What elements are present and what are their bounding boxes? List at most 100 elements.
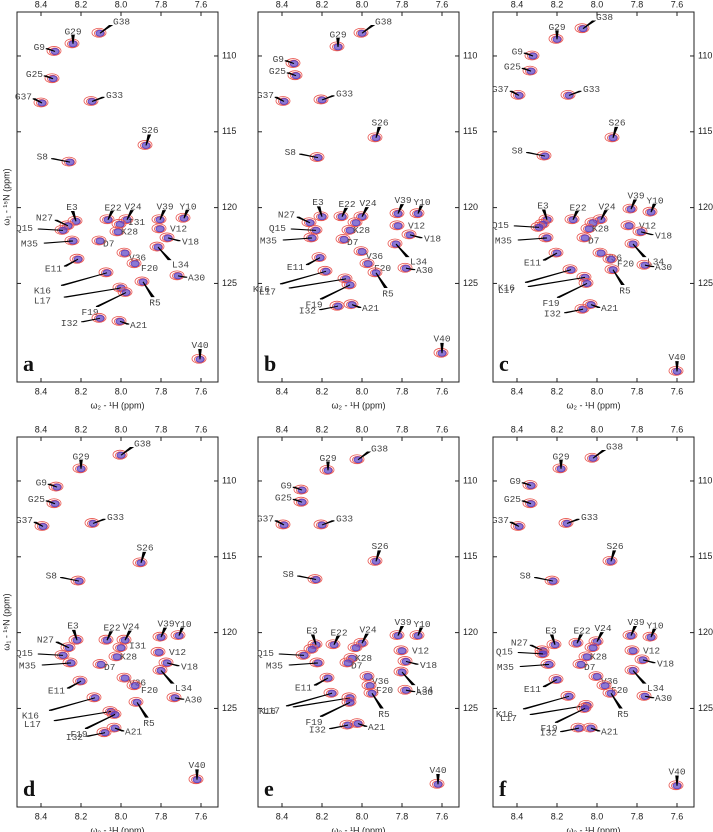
peak <box>433 347 449 358</box>
peak-label: F19 <box>540 723 557 734</box>
peak <box>149 241 165 252</box>
leader-line <box>296 216 311 224</box>
contour <box>352 455 363 464</box>
peak <box>126 258 142 269</box>
leader-line <box>292 697 351 708</box>
x-tick-label: 7.8 <box>396 386 409 396</box>
peak-label: G38 <box>371 443 388 454</box>
contour <box>350 218 361 227</box>
contour <box>605 689 616 698</box>
contour <box>70 575 86 586</box>
peak-label: K28 <box>355 653 372 664</box>
contour <box>109 710 120 719</box>
peak <box>367 267 383 278</box>
contour <box>351 644 361 652</box>
contour <box>567 215 578 224</box>
peak <box>636 690 652 701</box>
contour <box>342 659 353 667</box>
contour <box>95 660 106 669</box>
peak-label: V40 <box>668 766 685 777</box>
x-tick-label: 7.6 <box>195 0 208 9</box>
peak-label: V36 <box>366 251 383 262</box>
y-tick-label: 110 <box>698 475 712 485</box>
peak <box>335 234 351 244</box>
peak-label: V12 <box>170 223 187 234</box>
contour <box>91 312 107 323</box>
peak <box>636 259 652 270</box>
y-tick-label: 115 <box>463 551 477 561</box>
peak <box>604 132 620 143</box>
x-tick-label: 7.8 <box>155 386 168 396</box>
contour <box>602 555 618 566</box>
contour <box>625 631 636 640</box>
leader-line <box>285 692 333 707</box>
y-tick-label: 115 <box>463 126 477 136</box>
contour <box>346 300 357 309</box>
panel-label: e <box>264 776 274 801</box>
peak <box>588 671 604 681</box>
peak-label: G29 <box>319 453 336 464</box>
peak-label: N27 <box>278 209 295 220</box>
contour <box>389 220 405 231</box>
leader-line <box>174 697 185 700</box>
contour <box>310 575 321 584</box>
x-tick-label: 7.8 <box>396 811 409 821</box>
contour <box>96 727 112 738</box>
x-tick-label: 8.2 <box>316 424 329 434</box>
peak <box>361 680 377 691</box>
contour <box>527 52 538 60</box>
peak-label: V24 <box>359 625 376 636</box>
contour <box>152 665 168 675</box>
peak-label: G29 <box>72 451 89 462</box>
contour <box>155 633 166 641</box>
peak-label: F19 <box>305 717 322 728</box>
peak <box>642 206 658 217</box>
leader-line <box>675 361 679 372</box>
contour <box>111 315 127 326</box>
contour <box>73 577 84 585</box>
peak-label: A30 <box>655 262 672 273</box>
leader-line <box>195 769 199 780</box>
x-tick-label: 7.6 <box>436 0 449 9</box>
peak-label: G25 <box>28 494 45 505</box>
contour <box>387 238 403 249</box>
plot-frame <box>492 11 695 383</box>
contour <box>115 451 126 459</box>
contour <box>349 718 365 728</box>
peak <box>367 555 383 566</box>
peak-label: D7 <box>104 662 115 673</box>
contour <box>115 643 126 652</box>
y-tick-label: 120 <box>698 627 713 637</box>
contour <box>323 687 339 698</box>
contour <box>573 724 584 732</box>
contour <box>570 722 586 733</box>
peak-label: R5 <box>617 709 629 720</box>
leader-line <box>41 662 72 666</box>
leader-line <box>361 633 369 644</box>
peak-label: L34 <box>647 257 664 268</box>
x-tick-label: 7.6 <box>195 386 208 396</box>
peak-label: E11 <box>48 686 65 697</box>
contour <box>34 521 50 531</box>
peak <box>397 684 413 695</box>
y-axis-label: ω₁ - ¹⁵N (ppm) <box>1 168 11 225</box>
x-tick-label: 7.6 <box>195 811 208 821</box>
peak-label: I32 <box>540 728 557 739</box>
x-tick-label: 8.4 <box>35 811 48 821</box>
x-tick-label: 8.0 <box>591 386 604 396</box>
contour <box>101 636 112 644</box>
peak-label: L17 <box>263 705 280 716</box>
contour <box>607 265 618 274</box>
contour <box>604 264 620 275</box>
contour <box>134 276 150 287</box>
contour <box>64 158 75 166</box>
peak-label: V39 <box>157 619 174 630</box>
peak-label: V24 <box>594 623 611 634</box>
contour <box>639 261 650 270</box>
contour <box>592 247 608 258</box>
y-tick-label: 125 <box>463 703 478 713</box>
plot-frame <box>257 11 460 383</box>
contour <box>64 235 80 246</box>
panel: 8.4 8.4 8.2 8.2 8.0 8.0 7.8 7.8 7.6 7.6 110 115 120 1… <box>1 424 237 832</box>
contour <box>393 645 409 656</box>
